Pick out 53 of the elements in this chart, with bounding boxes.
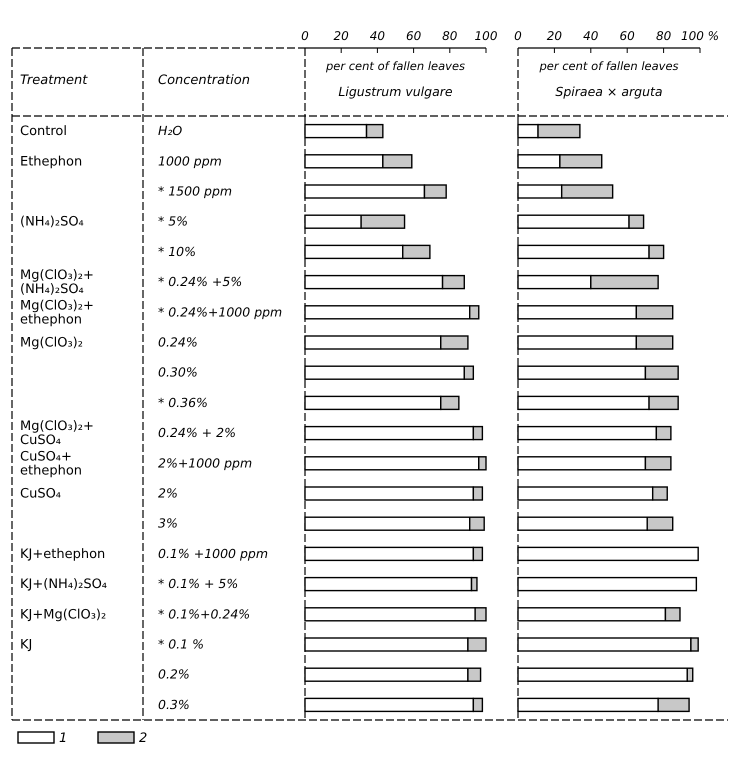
y-tick-label: H₂O (158, 123, 182, 138)
y-tick-label: 0.24% + 2% (158, 425, 236, 440)
x-tick-label: 100 % (680, 29, 720, 43)
chart-title: Ligustrum vulgare (338, 84, 453, 99)
x-tick-label: 20 (334, 29, 350, 43)
y-tick-label: 0.30% (158, 364, 198, 380)
y-tick-label: 2% (158, 486, 178, 500)
y-tick-label: * 1500 ppm (158, 184, 232, 198)
y-tick-label: * 0.24%+1000 ppm (158, 304, 282, 320)
y-tick-label: 0.2% (158, 666, 190, 682)
x-tick-label: 20 (546, 29, 562, 43)
text: Mg(ClO₃)₂+ ethephon (20, 298, 94, 328)
x-tick-label: 80 (442, 29, 458, 43)
text: Mg(ClO₃)₂+ (NH₄)₂SO₄ (20, 268, 94, 298)
x-tick-label: 80 (656, 29, 672, 43)
text: Control (20, 124, 67, 140)
x-axis-title: per cent of fallen leaves (538, 59, 679, 73)
y-tick-label: * 0.24% +5% (158, 274, 242, 290)
y-tick-label: 3% (158, 516, 178, 531)
x-tick-label: 60 (620, 29, 636, 43)
text: CuSO₄ (20, 486, 62, 502)
x-tick-label: 40 (370, 29, 386, 43)
y-tick-label: 1000 ppm (158, 153, 222, 168)
text: KJ+Mg(ClO₃)₂ (20, 607, 106, 622)
x-tick-label: 40 (583, 29, 599, 43)
x-tick-label: 100 (474, 29, 498, 43)
text: CuSO₄+ ethephon (20, 449, 82, 478)
y-tick-label: * 0.36% (158, 394, 208, 410)
text: Treatment (20, 73, 88, 88)
text: (NH₄)₂SO₄ (20, 214, 84, 230)
y-tick-label: * 0.1%+0.24% (158, 606, 250, 622)
chart-title: Spiraea × arguta (555, 84, 663, 99)
legend-label: 1 (59, 731, 68, 746)
text: KJ (20, 638, 32, 652)
text: KJ+(NH₄)₂SO₄ (20, 577, 108, 592)
text: KJ+ethephon (20, 546, 106, 562)
x-tick-label: 0 (514, 29, 522, 43)
text: Ethephon (20, 154, 82, 170)
y-tick-label: * 0.1 % (158, 636, 204, 652)
y-tick-label: * 5% (158, 214, 188, 229)
x-tick-label: 60 (406, 29, 422, 43)
text: Mg(ClO₃)₂+ CuSO₄ (20, 419, 94, 448)
y-tick-label: 0.3% (158, 696, 190, 712)
x-axis-title: per cent of fallen leaves (324, 59, 466, 73)
y-tick-label: * 0.1% + 5% (158, 576, 238, 592)
y-tick-label: 0.1% +1000 ppm (158, 546, 268, 561)
x-tick-label: 0 (301, 29, 310, 43)
text: Concentration (158, 73, 250, 88)
text: Mg(ClO₃)₂ (20, 336, 83, 350)
y-tick-label: 2%+1000 ppm (158, 455, 252, 470)
legend-label: 2 (139, 731, 148, 746)
y-tick-label: 0.24% (158, 334, 198, 350)
y-tick-label: * 10% (158, 244, 196, 259)
